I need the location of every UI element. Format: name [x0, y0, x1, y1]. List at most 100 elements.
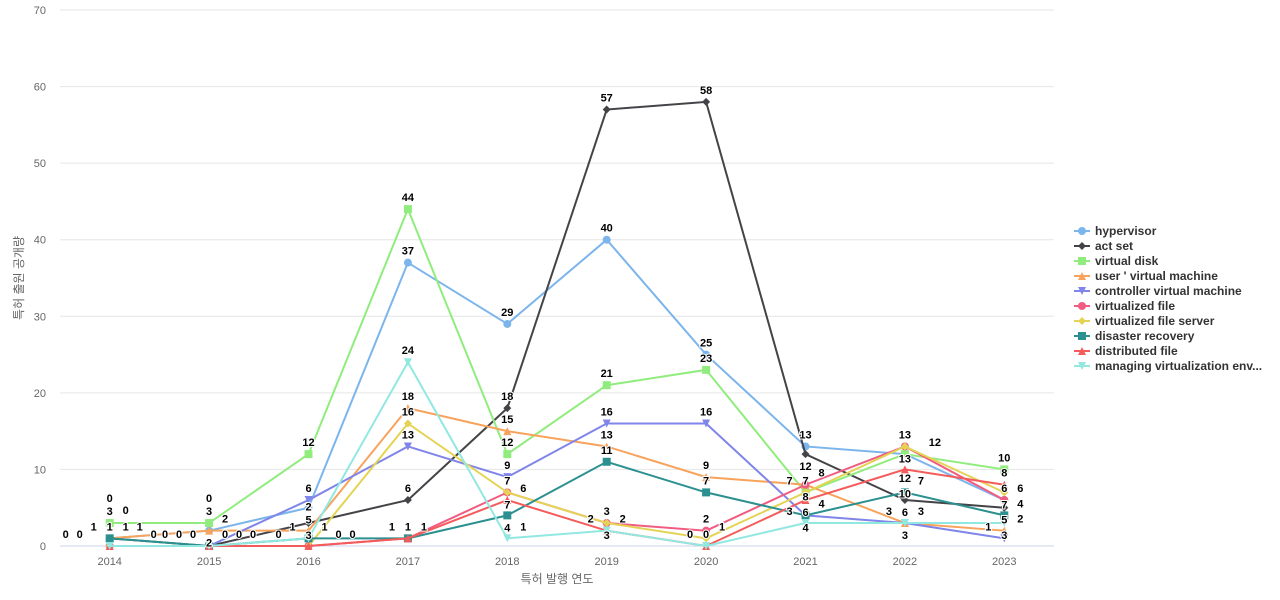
data-label: 12 [501, 437, 513, 449]
legend-marker-icon [1078, 257, 1086, 265]
legend-label: virtualized file [1095, 299, 1175, 313]
data-label: 18 [402, 391, 414, 403]
y-tick-label: 30 [34, 311, 46, 323]
y-tick-label: 0 [40, 541, 46, 553]
data-point [801, 496, 810, 505]
data-label: 25 [700, 338, 712, 350]
data-point [503, 496, 512, 505]
data-label: 3 [902, 530, 908, 542]
data-point [403, 534, 412, 543]
data-point [702, 419, 711, 428]
series-line [109, 460, 1005, 548]
data-point [503, 534, 512, 543]
data-label: 0 [107, 493, 113, 505]
data-label: 10 [899, 488, 911, 500]
data-label: 3 [206, 506, 212, 518]
data-point [403, 258, 412, 267]
legend-marker-icon [1078, 302, 1086, 310]
legend-item[interactable]: user ' virtual machine [1074, 269, 1218, 283]
data-label: 1 [107, 521, 113, 533]
data-label: 3 [305, 530, 311, 542]
data-label: 6 [305, 483, 311, 495]
legend-item[interactable]: controller virtual machine [1074, 284, 1242, 298]
series-line [109, 407, 1005, 540]
legend-item[interactable]: virtualized file server [1074, 314, 1215, 328]
x-tick-label: 2016 [296, 556, 320, 568]
data-point [503, 450, 512, 459]
data-point [602, 381, 611, 390]
data-label: 13 [601, 429, 613, 441]
data-label: 0 [703, 529, 709, 541]
y-tick-label: 70 [34, 5, 46, 17]
data-point [1000, 519, 1009, 528]
series-line [109, 100, 1005, 548]
data-label: 7 [786, 475, 792, 487]
data-label: 9 [703, 460, 709, 472]
y-tick-label: 10 [34, 464, 46, 476]
data-label: 2 [206, 538, 212, 550]
legend-item[interactable]: act set [1074, 239, 1133, 253]
data-label: 3 [786, 506, 792, 518]
data-label: 3 [1001, 530, 1007, 542]
data-label: 44 [402, 192, 415, 204]
data-point [105, 519, 114, 528]
data-point [702, 542, 711, 550]
data-label: 1 [289, 521, 295, 533]
data-label: 16 [700, 406, 712, 418]
data-point [602, 105, 611, 114]
data-label: 1 [321, 521, 327, 533]
data-label: 1 [389, 521, 395, 533]
y-tick-label: 20 [34, 388, 46, 400]
data-point [1000, 511, 1009, 520]
data-point [205, 542, 214, 550]
data-label: 4 [1017, 498, 1024, 510]
data-point [801, 519, 810, 528]
legend-marker-icon [1078, 332, 1086, 340]
legend-item[interactable]: disaster recovery [1074, 329, 1195, 343]
data-label: 13 [799, 429, 811, 441]
series-managing-virtualization-env- [105, 358, 1009, 550]
series-line [109, 468, 1005, 548]
data-point [602, 519, 611, 528]
legend-item[interactable]: distributed file [1074, 344, 1178, 358]
data-label: 0 [176, 529, 182, 541]
data-label: 0 [222, 529, 228, 541]
x-axis-title: 특허 발행 연도 [521, 571, 594, 586]
y-axis-title: 특허 출원 공개량 [12, 236, 26, 320]
legend-item[interactable]: hypervisor [1074, 224, 1157, 238]
data-point [503, 319, 512, 328]
data-point [304, 503, 313, 512]
data-point [205, 526, 214, 535]
x-tick-label: 2022 [893, 556, 917, 568]
data-point [602, 442, 611, 451]
data-label: 6 [520, 483, 526, 495]
data-label: 58 [700, 85, 712, 97]
data-label: 1 [91, 521, 97, 533]
legend-item[interactable]: managing virtualization env... [1074, 359, 1262, 373]
y-tick-label: 50 [34, 158, 46, 170]
data-point [1000, 526, 1009, 535]
legend-item[interactable]: virtualized file [1074, 299, 1175, 313]
data-label: 6 [405, 483, 411, 495]
legend-item[interactable]: virtual disk [1074, 254, 1159, 268]
data-point [801, 480, 810, 489]
data-label: 2 [703, 514, 709, 526]
data-label: 1 [520, 521, 526, 533]
legend-label: distributed file [1095, 344, 1178, 358]
data-label: 29 [501, 307, 513, 319]
data-point [702, 488, 711, 497]
data-label: 0 [236, 529, 242, 541]
data-label: 6 [802, 507, 808, 519]
data-point [403, 442, 412, 451]
data-label: 0 [162, 529, 168, 541]
data-label: 1 [137, 521, 143, 533]
data-label: 0 [335, 529, 341, 541]
data-label: 3 [886, 506, 892, 518]
x-tick-label: 2020 [694, 556, 718, 568]
data-label: 40 [601, 223, 613, 235]
data-label: 13 [899, 429, 911, 441]
data-point [801, 488, 810, 497]
data-label: 12 [929, 437, 941, 449]
data-label: 1 [123, 521, 129, 533]
